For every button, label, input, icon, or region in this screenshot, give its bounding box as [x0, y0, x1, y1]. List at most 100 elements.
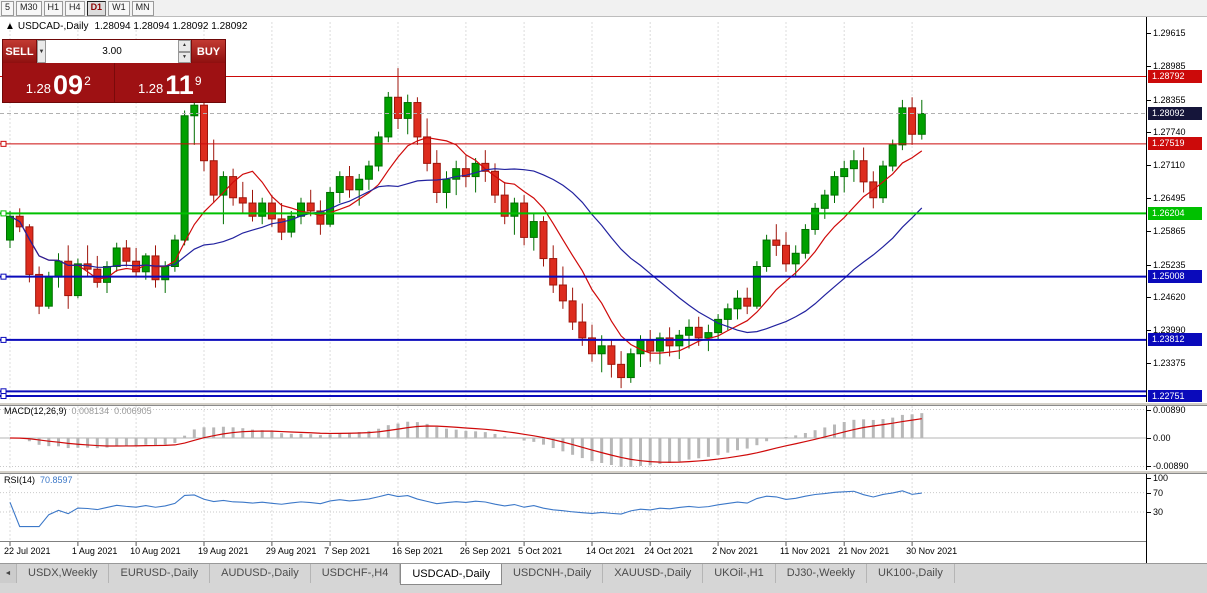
- sell-button[interactable]: SELL: [3, 40, 37, 63]
- axis-tick-mark: [1147, 363, 1151, 365]
- timeframe-button-d1[interactable]: D1: [86, 0, 107, 16]
- sell-price[interactable]: 1.28 09 2: [3, 63, 115, 102]
- current-price-badge: 1.28092: [1148, 107, 1202, 121]
- date-tick-label: 5 Oct 2021: [518, 546, 562, 556]
- line-anchor-handle[interactable]: [0, 336, 7, 343]
- volume-spinner: ▲ ▼: [178, 40, 192, 63]
- ma-slow-line[interactable]: [9, 168, 923, 334]
- horizontal-level-lines[interactable]: [0, 76, 1146, 400]
- chart-tab-audusd-daily[interactable]: AUDUSD-,Daily: [210, 564, 311, 583]
- chart-tab-usdcnh-daily[interactable]: USDCNH-,Daily: [502, 564, 604, 583]
- macd-signal-line: [9, 418, 922, 463]
- macd-tick-label: 0.00: [1153, 433, 1171, 443]
- date-tick-label: 1 Aug 2021: [72, 546, 118, 556]
- chart-ohlc-quotes: 1.28094 1.28094 1.28092 1.28092: [94, 21, 248, 32]
- line-anchor-handle[interactable]: [0, 140, 7, 147]
- axis-tick-mark: [1147, 297, 1151, 299]
- price-tick-label: 1.27740: [1153, 127, 1186, 138]
- level-price-badge: 1.23812: [1148, 333, 1202, 347]
- level-price-badge: 1.28792: [1148, 70, 1202, 84]
- line-anchor-handle[interactable]: [0, 273, 7, 280]
- buy-button[interactable]: BUY: [191, 40, 225, 63]
- price-tick-label: 1.25865: [1153, 226, 1186, 237]
- date-tick-label: 14 Oct 2021: [586, 546, 635, 556]
- level-price-badge: 1.25008: [1148, 270, 1202, 284]
- price-tick-label: 1.25235: [1153, 259, 1186, 270]
- line-anchor-handle[interactable]: [0, 210, 7, 217]
- one-click-panel-toggle-icon[interactable]: ▲: [5, 21, 15, 32]
- macd-tick-label: 0.00890: [1153, 404, 1186, 415]
- spinner-down-button[interactable]: ▼: [178, 51, 192, 63]
- timeframe-button-w1[interactable]: W1: [108, 0, 130, 16]
- axis-tick-mark: [1147, 33, 1151, 34]
- sell-price-big: 09: [53, 70, 84, 100]
- axis-tick-mark: [1147, 165, 1151, 167]
- axis-tick-mark: [1147, 198, 1151, 199]
- chart-tab-usdchf-h4[interactable]: USDCHF-,H4: [311, 564, 401, 583]
- price-tick-label: 1.26495: [1153, 193, 1186, 203]
- tab-scroll-left-icon[interactable]: ◄: [0, 564, 17, 583]
- date-tick-label: 26 Sep 2021: [460, 546, 511, 556]
- rsi-panel-splitter[interactable]: [0, 470, 1207, 474]
- timeframe-button-h4[interactable]: H4: [65, 0, 85, 16]
- date-tick-label: 29 Aug 2021: [266, 546, 317, 556]
- macd-value-signal: 0.006905: [114, 406, 152, 416]
- date-tick-label: 10 Aug 2021: [130, 546, 181, 556]
- macd-value-main: 0.008134: [71, 406, 110, 416]
- date-tick-label: 24 Oct 2021: [644, 546, 693, 556]
- line-anchor-handle[interactable]: [0, 393, 7, 400]
- price-tick-label: 1.23375: [1153, 358, 1186, 369]
- chart-tab-dj30-weekly[interactable]: DJ30-,Weekly: [776, 564, 868, 583]
- timeframe-button-mn[interactable]: MN: [131, 0, 154, 16]
- chart-tab-usdcad-daily[interactable]: USDCAD-,Daily: [400, 564, 502, 585]
- price-axis[interactable]: 1.29615 1.28985 1.28355 1.27740 1.27110 1.264…: [1146, 16, 1207, 563]
- date-tick-label: 22 Jul 2021: [4, 546, 51, 556]
- rsi-tick-label: 100: [1153, 473, 1169, 483]
- axis-tick-mark: [1147, 492, 1151, 494]
- axis-tick-mark: [1147, 409, 1151, 411]
- buy-price[interactable]: 1.28 11 9: [115, 63, 226, 102]
- rsi-indicator-label: RSI(14) 70.8597: [4, 475, 73, 485]
- axis-tick-mark: [1147, 330, 1151, 332]
- price-tick-label: 1.23990: [1153, 325, 1186, 336]
- volume-input[interactable]: [46, 40, 179, 63]
- axis-tick-mark: [1147, 466, 1151, 468]
- axis-tick-mark: [1147, 438, 1151, 439]
- chart-tab-bar: ◄ USDX,Weekly EURUSD-,Daily AUDUSD-,Daily US…: [0, 563, 1207, 593]
- date-tick-label: 2 Nov 2021: [712, 546, 758, 556]
- chart-tab-uk100-daily[interactable]: UK100-,Daily: [867, 564, 955, 583]
- date-tick-label: 21 Nov 2021: [838, 546, 889, 556]
- date-tick-label: 11 Nov 2021: [780, 546, 830, 556]
- date-tick-label: 30 Nov 2021: [906, 546, 957, 556]
- chevron-down-icon: ▼: [38, 48, 45, 55]
- chart-tab-xauusd-daily[interactable]: XAUUSD-,Daily: [603, 564, 704, 583]
- chart-tab-eurusd-daily[interactable]: EURUSD-,Daily: [109, 564, 211, 583]
- chart-canvas[interactable]: 22 Jul 2021 1 Aug 2021 10 Aug 2021 19 Aug 2…: [0, 0, 1146, 563]
- chart-tab-ukoil-h1[interactable]: UKOil-,H1: [703, 564, 776, 583]
- spinner-up-button[interactable]: ▲: [178, 40, 192, 52]
- buy-price-prefix: 1.28: [137, 81, 164, 96]
- one-click-trading-panel: SELL ▼ ▲ ▼ BUY 1.28 09 2 1.28 11 9: [2, 39, 226, 103]
- buy-price-sup: 9: [194, 74, 202, 88]
- macd-panel-splitter[interactable]: [0, 402, 1207, 406]
- volume-field-wrap: ▲ ▼: [46, 40, 192, 63]
- date-tick-label: 7 Sep 2021: [324, 546, 370, 556]
- sell-price-prefix: 1.28: [25, 81, 52, 96]
- axis-tick-mark: [1147, 264, 1151, 266]
- time-axis[interactable]: 22 Jul 2021 1 Aug 2021 10 Aug 2021 19 Aug 2…: [0, 541, 1146, 557]
- timeframe-button-5[interactable]: 5: [1, 0, 15, 16]
- axis-tick-mark: [1147, 231, 1151, 233]
- timeframe-button-h1[interactable]: H1: [43, 0, 64, 16]
- macd-indicator-label: MACD(12,26,9) 0.008134 0.006905: [4, 406, 152, 416]
- indicator-guides: [0, 409, 1146, 513]
- price-tick-label: 1.28985: [1153, 61, 1186, 72]
- level-price-badge: 1.26204: [1148, 206, 1202, 220]
- chart-tab-usdx-weekly[interactable]: USDX,Weekly: [17, 564, 110, 583]
- price-tick-label: 1.24620: [1153, 292, 1186, 303]
- price-tick-label: 1.29615: [1153, 28, 1186, 38]
- volume-dropdown-button[interactable]: ▼: [36, 40, 47, 63]
- axis-tick-mark: [1147, 478, 1151, 479]
- timeframe-button-m30[interactable]: M30: [16, 0, 42, 16]
- trade-prices-row: 1.28 09 2 1.28 11 9: [3, 63, 225, 102]
- buy-price-big: 11: [165, 70, 194, 100]
